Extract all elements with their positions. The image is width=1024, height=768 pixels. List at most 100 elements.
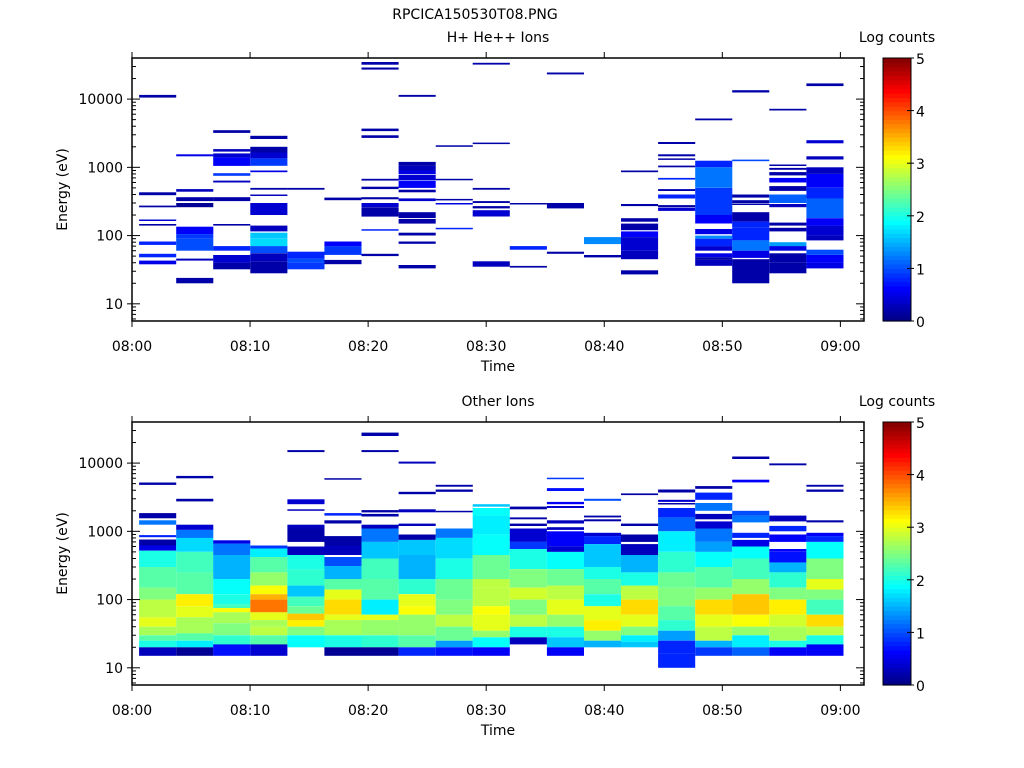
colorbar-segment [883, 163, 911, 169]
heatmap-cell [658, 158, 696, 160]
heatmap-cell [732, 221, 770, 228]
heatmap-cell [658, 499, 696, 502]
heatmap-cell [732, 479, 770, 483]
heatmap-cell [621, 544, 659, 555]
heatmap-cell [361, 253, 399, 257]
heatmap-cell [732, 275, 770, 284]
heatmap-cell [695, 567, 733, 588]
heatmap-cell [287, 546, 325, 555]
heatmap-cell [361, 635, 399, 648]
heatmap-cell [695, 640, 733, 648]
heatmap-cell [213, 153, 251, 158]
x-tick-label: 08:00 [112, 703, 152, 719]
heatmap-cell [472, 637, 510, 648]
colorbar-segment [883, 641, 911, 647]
heatmap-cell [398, 170, 436, 174]
heatmap-cell [732, 200, 770, 203]
colorbar-segment [883, 215, 911, 221]
heatmap-cell [806, 558, 844, 579]
heatmap-cell [435, 484, 473, 487]
heatmap-cell [435, 614, 473, 627]
colorbar-segment [883, 531, 911, 537]
colorbar-segment [883, 557, 911, 563]
heatmap-cell [287, 606, 325, 614]
heatmap-cell [472, 606, 510, 615]
heatmap-cell [806, 644, 844, 656]
heatmap-cell [732, 90, 770, 93]
heatmap-cell [658, 489, 696, 493]
heatmap-cell [769, 599, 807, 615]
heatmap-cell [658, 531, 696, 552]
x-tick-label: 08:40 [584, 339, 624, 355]
heatmap-cell [472, 508, 510, 516]
colorbar-segment [883, 141, 911, 147]
heatmap-cell [472, 630, 510, 638]
colorbar-segment [883, 663, 911, 669]
colorbar-segment [883, 562, 911, 568]
heatmap-cell [769, 253, 807, 263]
heatmap-cell [621, 231, 659, 238]
colorbar-segment [883, 584, 911, 590]
heatmap-cell [546, 72, 584, 75]
heatmap-cell [361, 178, 399, 181]
colorbar-segment [883, 110, 911, 116]
colorbar-segment [883, 522, 911, 528]
heatmap-cell [658, 142, 696, 144]
heatmap-cell [435, 599, 473, 615]
heatmap-cell [769, 551, 807, 563]
heatmap-cell [658, 154, 696, 157]
colorbar-tick-label: 2 [916, 574, 925, 590]
heatmap-cell [546, 531, 584, 547]
heatmap-cell [732, 510, 770, 516]
colorbar-segment [883, 518, 911, 524]
heatmap-cell [621, 599, 659, 615]
heatmap-cell [472, 579, 510, 588]
heatmap-cell [398, 165, 436, 171]
heatmap-cell [250, 261, 288, 274]
heatmap-cell [435, 510, 473, 513]
heatmap-cell [213, 197, 251, 202]
heatmap-cell [621, 270, 659, 275]
heatmap-cell [398, 647, 436, 656]
heatmap-cell [139, 205, 177, 208]
y-axis-label: Energy (eV) [55, 512, 71, 595]
colorbar-segment [883, 492, 911, 498]
heatmap-cell [287, 509, 325, 511]
heatmap-cell [546, 251, 584, 254]
heatmap-cell [546, 203, 584, 209]
heatmap-cell [806, 140, 844, 144]
heatmap-cell [695, 118, 733, 121]
colorbar-segment [883, 264, 911, 269]
heatmap-cell [250, 572, 288, 586]
x-tick-label: 08:50 [702, 703, 742, 719]
heatmap-cell [176, 640, 214, 648]
colorbar-segment [883, 193, 911, 199]
colorbar-segment [883, 619, 911, 625]
heatmap-cell [250, 187, 288, 190]
heatmap-cell [695, 160, 733, 168]
heatmap-cell [584, 536, 622, 545]
heatmap-cell [584, 620, 622, 631]
heatmap-cell [806, 626, 844, 636]
heatmap-cell [546, 626, 584, 638]
colorbar-segment [883, 592, 911, 598]
heatmap-cell [658, 207, 696, 211]
heatmap-cell [139, 253, 177, 258]
heatmap-cell [250, 548, 288, 557]
colorbar-segment [883, 84, 911, 90]
heatmap-cell [176, 226, 214, 235]
heatmap-cell [250, 225, 288, 232]
heatmap-cell [546, 477, 584, 480]
heatmap-cell [176, 647, 214, 656]
heatmap-cell [398, 212, 436, 219]
colorbar-segment [883, 645, 911, 651]
colorbar-segment [883, 255, 911, 261]
heatmap-cell [509, 637, 547, 645]
heatmap-cell [324, 259, 362, 265]
colorbar-segment [883, 658, 911, 664]
x-tick-label: 09:00 [820, 339, 860, 355]
heatmap-cell [472, 515, 510, 535]
heatmap-cell [509, 549, 547, 569]
heatmap-cell [213, 157, 251, 166]
